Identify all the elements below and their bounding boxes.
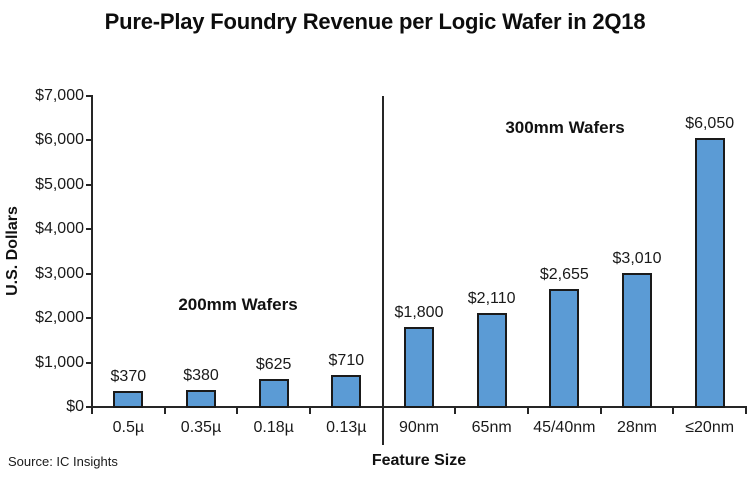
- x-tick-mark: [454, 406, 457, 414]
- category-label: ≤20nm: [685, 419, 735, 436]
- chart-bar: [331, 375, 362, 408]
- chart-bar: [258, 379, 289, 408]
- category-label: 90nm: [398, 419, 439, 436]
- y-tick-label: $2,000: [35, 309, 84, 327]
- bar-value-label: $625: [255, 356, 292, 373]
- x-tick-mark: [163, 406, 166, 414]
- y-tick-label: $5,000: [35, 175, 84, 193]
- bar-value-label: $2,110: [467, 290, 516, 307]
- chart-bar: [694, 138, 725, 408]
- chart-bar: [113, 391, 144, 408]
- y-tick-label: $3,000: [35, 264, 84, 282]
- chart-bar: [476, 313, 507, 408]
- chart-bar: [186, 390, 216, 408]
- bar-value-label: $1,800: [394, 304, 444, 321]
- bar-value-label: $3,010: [612, 250, 662, 267]
- bar-value-label: $380: [183, 367, 219, 384]
- y-tick-mark: [86, 272, 92, 275]
- category-label: 0.13µ: [326, 419, 367, 436]
- x-tick-mark: [599, 406, 602, 414]
- group-separator-line: [381, 96, 384, 445]
- x-tick-mark: [309, 406, 311, 414]
- category-label: 45/40nm: [533, 419, 596, 436]
- y-tick-mark: [86, 228, 92, 231]
- x-tick-mark: [672, 406, 675, 414]
- x-tick-mark: [527, 406, 529, 414]
- x-tick-mark: [91, 406, 93, 414]
- x-tick-mark: [236, 406, 239, 414]
- category-label: 0.18µ: [253, 419, 294, 436]
- y-tick-label: $6,000: [35, 131, 84, 149]
- category-label: 0.5µ: [112, 419, 145, 436]
- y-tick-mark: [86, 406, 92, 408]
- y-tick-mark: [86, 361, 92, 364]
- category-label: 28nm: [616, 419, 657, 436]
- source-note: Source: IC Insights: [8, 454, 118, 469]
- x-tick-mark: [745, 406, 747, 414]
- category-label: 0.35µ: [180, 419, 222, 436]
- chart-bar: [622, 273, 652, 408]
- y-tick-label: $1,000: [35, 353, 84, 371]
- y-tick-label: $7,000: [35, 87, 84, 104]
- y-tick-mark: [86, 183, 92, 186]
- y-axis-line: [91, 95, 93, 408]
- y-tick-label: $4,000: [35, 220, 84, 238]
- bar-value-label: $710: [328, 352, 365, 369]
- y-tick-mark: [86, 95, 92, 97]
- bar-value-label: $6,050: [685, 115, 735, 132]
- bar-value-label: $370: [110, 368, 147, 385]
- chart-title: Pure-Play Foundry Revenue per Logic Wafe…: [104, 9, 646, 34]
- y-tick-mark: [86, 139, 92, 142]
- y-tick-mark: [86, 317, 92, 320]
- group-label-200mm: 200mm Wafers: [178, 295, 298, 314]
- y-tick-label: $0: [66, 398, 84, 415]
- category-label: 65nm: [471, 419, 512, 436]
- chart-bar: [549, 289, 580, 408]
- chart-bar: [404, 327, 434, 408]
- bar-value-label: $2,655: [539, 266, 589, 283]
- x-axis-title: Feature Size: [371, 452, 467, 469]
- group-label-300mm: 300mm Wafers: [505, 118, 625, 137]
